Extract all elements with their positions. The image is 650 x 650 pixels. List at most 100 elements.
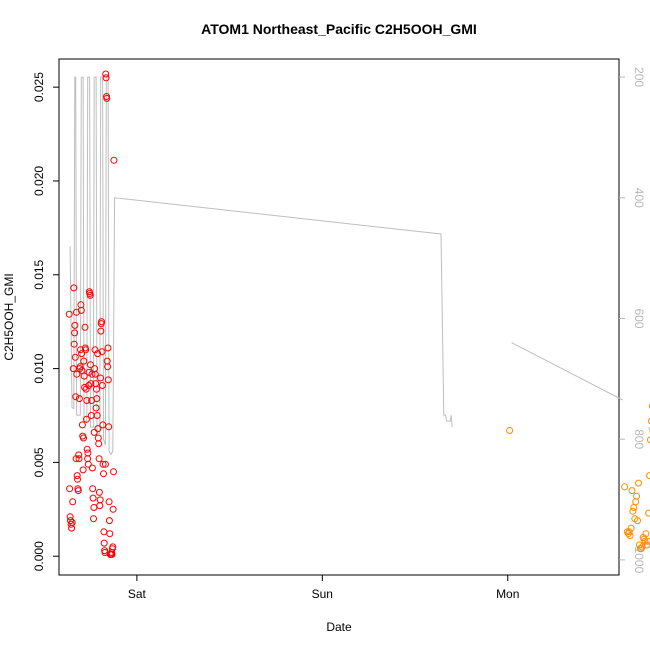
data-point (647, 436, 650, 444)
data-point (625, 528, 633, 536)
x-tick-label: Sat (128, 587, 147, 601)
data-point (634, 517, 641, 525)
data-point (629, 507, 637, 515)
x-tick-label: Mon (496, 587, 519, 601)
data-point (633, 492, 641, 500)
data-point (87, 361, 94, 369)
data-point (66, 485, 74, 493)
y-tick-label: 0.010 (32, 353, 46, 383)
data-point (632, 498, 640, 506)
data-point (635, 479, 642, 487)
data-point (70, 284, 78, 292)
y-right-tick-label: 600 (632, 308, 646, 328)
y-right-tick-label: 200 (632, 67, 646, 87)
y-right-tick-label: 800 (632, 429, 646, 449)
data-point (89, 485, 97, 493)
data-point (94, 350, 102, 358)
data-point (105, 423, 113, 431)
data-point (78, 350, 86, 358)
data-point (96, 496, 104, 504)
data-point (103, 94, 111, 102)
y-tick-label: 0.000 (32, 541, 46, 571)
data-point (630, 504, 638, 511)
data-point (77, 346, 84, 354)
y-tick-label: 0.020 (32, 166, 46, 196)
data-point (638, 543, 646, 551)
y-tick-label: 0.025 (32, 72, 46, 102)
data-point (92, 404, 100, 412)
data-point (81, 323, 89, 331)
data-point (645, 509, 650, 517)
pressure-line-segment (511, 342, 623, 401)
data-point (76, 363, 84, 371)
data-point (506, 427, 514, 434)
y-tick-label: 0.005 (32, 447, 46, 477)
data-point (80, 434, 87, 442)
data-point (68, 519, 76, 526)
data-point (74, 475, 81, 483)
data-point (627, 524, 635, 532)
pressure-line-segment (69, 76, 453, 456)
data-point (93, 385, 100, 393)
data-point (93, 412, 101, 419)
data-point (100, 528, 108, 536)
x-axis: SatSunMonTue (128, 575, 519, 601)
data-point (100, 470, 107, 478)
data-point (104, 344, 112, 352)
y-right-tick-label: 1000 (632, 547, 646, 574)
data-point (88, 464, 96, 472)
data-point (72, 393, 80, 401)
data-point (94, 434, 102, 442)
data-point (82, 415, 90, 423)
data-point (644, 537, 650, 545)
data-point (78, 421, 86, 429)
data-point (97, 327, 105, 335)
data-point (104, 363, 112, 371)
data-point (67, 520, 75, 528)
data-point (71, 329, 79, 337)
data-point (105, 517, 113, 525)
data-point (73, 472, 81, 480)
data-point (90, 504, 98, 511)
data-point (94, 425, 102, 433)
data-point (90, 515, 97, 523)
data-point (80, 372, 88, 380)
data-point (89, 494, 97, 502)
data-point (95, 440, 103, 448)
data-point (74, 487, 82, 495)
data-point (104, 376, 112, 384)
data-point (96, 502, 104, 510)
data-point (621, 483, 629, 491)
data-point (84, 455, 92, 463)
y-axis-label: C2H5OOH_GMI (2, 273, 16, 360)
data-point (67, 517, 74, 525)
data-point (109, 543, 117, 551)
points-layer (65, 70, 650, 558)
data-point (68, 524, 76, 532)
data-point (91, 370, 99, 378)
data-point (75, 451, 83, 459)
data-point (102, 74, 110, 82)
data-point (97, 374, 104, 382)
data-point (110, 156, 118, 164)
pressure-layer (69, 76, 650, 456)
data-point (98, 382, 106, 389)
data-point (648, 403, 650, 409)
data-point (75, 395, 83, 403)
y-axis: 0.000 0.005 0.010 0.015 0.020 0.025 (32, 72, 59, 571)
data-point (110, 468, 117, 476)
y-axis-right: 200 400 600 800 1000 (619, 67, 646, 574)
data-point (85, 382, 93, 389)
y-tick-label: 0.015 (32, 259, 46, 289)
data-point (628, 487, 636, 495)
data-point (95, 488, 103, 496)
data-point (109, 505, 117, 513)
data-point (70, 340, 78, 348)
data-point (99, 460, 107, 468)
data-point (77, 306, 85, 314)
data-point (102, 70, 110, 78)
chart-title: ATOM1 Northeast_Pacific C2H5OOH_GMI (201, 21, 477, 37)
data-point (82, 346, 90, 354)
data-point (98, 318, 106, 326)
